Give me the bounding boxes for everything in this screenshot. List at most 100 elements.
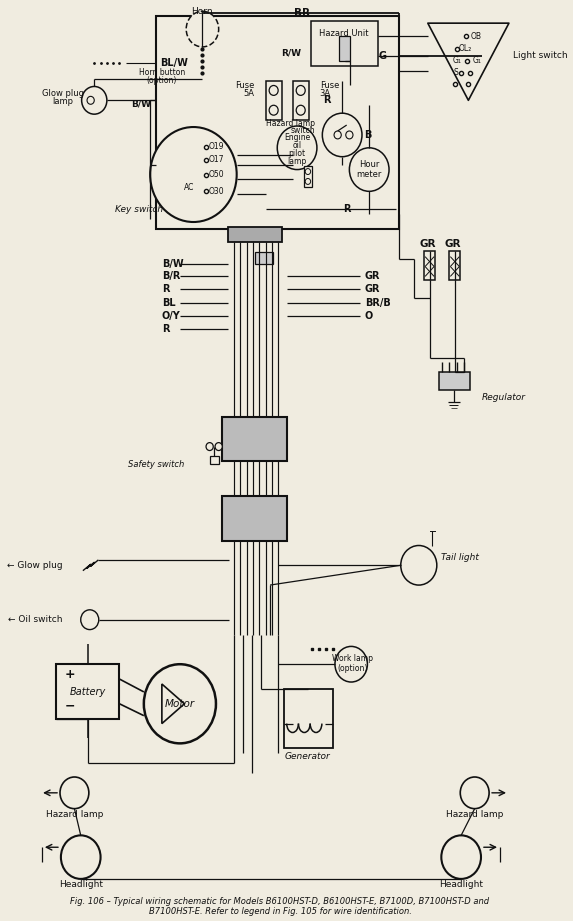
Circle shape — [150, 127, 237, 222]
Bar — [424, 251, 435, 280]
Bar — [222, 496, 287, 541]
Bar — [438, 372, 470, 391]
Text: Regulator: Regulator — [482, 392, 526, 402]
Circle shape — [296, 86, 305, 96]
Text: ← Glow plug: ← Glow plug — [7, 561, 62, 570]
Text: S: S — [454, 68, 458, 77]
Text: Headlight: Headlight — [439, 880, 483, 890]
Text: O: O — [364, 311, 373, 321]
Text: AC: AC — [184, 183, 194, 192]
Text: Battery: Battery — [70, 687, 106, 697]
Circle shape — [215, 443, 222, 450]
Text: Fuse: Fuse — [320, 81, 339, 90]
Circle shape — [81, 87, 107, 114]
Text: Headlight: Headlight — [59, 880, 103, 890]
Circle shape — [334, 131, 342, 139]
Text: GR: GR — [419, 239, 436, 249]
Circle shape — [61, 835, 101, 879]
Bar — [155, 17, 399, 229]
Text: GR: GR — [445, 239, 461, 249]
Text: ← Oil switch: ← Oil switch — [8, 615, 62, 624]
Text: Hazard lamp: Hazard lamp — [46, 810, 103, 819]
Circle shape — [87, 97, 94, 104]
Text: Key switch: Key switch — [115, 204, 163, 214]
Bar — [311, 21, 378, 65]
Text: B/R: B/R — [162, 272, 180, 282]
Circle shape — [305, 179, 311, 184]
Text: Tail light: Tail light — [441, 553, 479, 562]
Circle shape — [186, 11, 219, 47]
Text: O50: O50 — [209, 170, 225, 179]
Bar — [56, 664, 120, 718]
Text: BL/W: BL/W — [160, 58, 187, 68]
Polygon shape — [428, 23, 509, 100]
Circle shape — [350, 147, 389, 192]
Circle shape — [460, 777, 489, 809]
Text: R: R — [343, 204, 351, 215]
Text: OB: OB — [470, 31, 481, 41]
Text: B/W: B/W — [162, 259, 183, 269]
Text: Hour: Hour — [359, 160, 379, 169]
Text: −: − — [65, 699, 75, 712]
Circle shape — [346, 131, 353, 139]
Text: B/W: B/W — [131, 99, 151, 109]
Bar — [339, 36, 350, 61]
Text: G: G — [379, 51, 387, 61]
Text: Generator: Generator — [285, 752, 331, 761]
Text: OL₂: OL₂ — [459, 44, 472, 53]
Bar — [222, 417, 287, 461]
Text: 3A: 3A — [320, 89, 331, 98]
Circle shape — [335, 647, 367, 682]
Text: (option): (option) — [338, 664, 368, 672]
Text: Light switch: Light switch — [513, 52, 568, 60]
Text: BR/B: BR/B — [364, 298, 390, 309]
Text: pilot: pilot — [289, 149, 305, 158]
Text: +: + — [65, 668, 75, 681]
Text: Horn button: Horn button — [139, 68, 185, 77]
Text: R: R — [323, 95, 331, 105]
Text: R: R — [162, 285, 170, 295]
Text: Fuse: Fuse — [236, 81, 255, 90]
Bar — [227, 227, 282, 242]
Text: Safety switch: Safety switch — [128, 460, 185, 469]
Text: Fig. 106 – Typical wiring schematic for Models B6100HST-D, B6100HST-E, B7100D, B: Fig. 106 – Typical wiring schematic for … — [70, 897, 489, 916]
Text: BL: BL — [162, 298, 175, 309]
Circle shape — [269, 105, 278, 115]
Text: Engine: Engine — [284, 134, 310, 143]
Circle shape — [206, 443, 213, 450]
Text: meter: meter — [356, 170, 382, 179]
Text: B: B — [364, 130, 371, 140]
Text: lamp: lamp — [288, 157, 307, 166]
Text: Horn: Horn — [191, 6, 213, 16]
Text: GR: GR — [364, 285, 380, 295]
Text: GR: GR — [364, 272, 380, 282]
Circle shape — [441, 835, 481, 879]
Text: G₁: G₁ — [473, 56, 482, 65]
Bar — [255, 251, 273, 263]
Text: R/W: R/W — [281, 48, 301, 57]
Text: oil: oil — [293, 141, 301, 150]
Bar — [210, 457, 219, 464]
Circle shape — [60, 777, 89, 809]
Circle shape — [323, 113, 362, 157]
Bar — [265, 80, 282, 120]
Text: 5A: 5A — [244, 89, 255, 98]
Text: Motor: Motor — [165, 699, 195, 709]
Text: Glow plug: Glow plug — [42, 89, 84, 98]
Bar — [304, 166, 312, 187]
Bar — [293, 80, 309, 120]
Text: switch: switch — [291, 126, 315, 135]
Text: O/Y: O/Y — [162, 311, 180, 321]
Text: G₁: G₁ — [452, 56, 461, 65]
Text: O19: O19 — [209, 143, 224, 151]
Circle shape — [401, 545, 437, 585]
Text: Hazard lamp: Hazard lamp — [446, 810, 503, 819]
Text: Work lamp: Work lamp — [332, 654, 374, 663]
Bar — [449, 251, 460, 280]
Circle shape — [269, 86, 278, 96]
Text: R: R — [162, 324, 170, 333]
Bar — [284, 689, 333, 748]
Circle shape — [81, 610, 99, 630]
Text: BR: BR — [293, 8, 309, 18]
Circle shape — [277, 126, 317, 169]
